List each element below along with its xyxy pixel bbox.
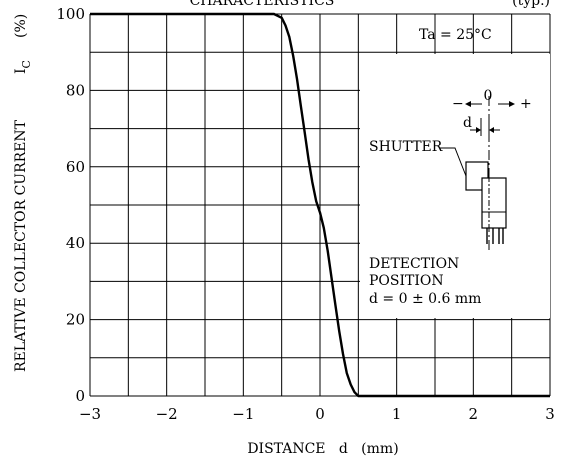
x-tick-label-1: −2 <box>156 405 178 423</box>
x-tick-label-0: −3 <box>79 405 101 423</box>
shutter-label: SHUTTER <box>369 139 443 155</box>
shutter-leader-line <box>440 147 467 177</box>
temperature-condition: Ta = 25°C <box>419 27 492 43</box>
x-tick-label-2: −1 <box>232 405 254 423</box>
y-tick-label-1: 20 <box>66 311 85 329</box>
d-arrowhead-right <box>489 127 494 133</box>
y-tick-label-4: 80 <box>66 81 85 99</box>
y-axis-symbol: IC <box>13 60 33 74</box>
series <box>90 12 550 398</box>
detection-position-line3: d = 0 ± 0.6 mm <box>369 291 481 307</box>
detection-position-line2: POSITION <box>369 273 444 289</box>
x-tick-label-6: 3 <box>545 405 555 423</box>
diagram-plus-sign: + <box>520 96 532 112</box>
inset-background <box>360 54 550 318</box>
chart-title-suffix: (typ.) <box>512 0 550 9</box>
x-tick-label-4: 1 <box>392 405 402 423</box>
y-tick-labels: 0 20 40 60 80 100 <box>56 5 85 405</box>
y-axis-unit: (%) <box>13 14 29 38</box>
x-tick-label-5: 2 <box>469 405 479 423</box>
d-arrowhead-left <box>476 127 481 133</box>
diagram-minus-sign: − <box>452 96 464 112</box>
y-tick-label-5: 100 <box>56 5 85 23</box>
detection-position-line1: DETECTION <box>369 256 459 272</box>
diagram-zero: 0 <box>484 88 493 104</box>
y-axis-label: RELATIVE COLLECTOR CURRENT <box>13 119 29 372</box>
minus-arrowhead <box>465 101 471 107</box>
chart-title: CHARACTERISTICS <box>190 0 335 9</box>
sensor-body <box>481 177 507 229</box>
y-tick-label-3: 60 <box>66 158 85 176</box>
x-tick-labels: −3 −2 −1 0 1 2 3 <box>79 405 555 423</box>
y-tick-label-2: 40 <box>66 234 85 252</box>
y-tick-label-0: 0 <box>75 387 85 405</box>
plus-arrowhead <box>509 101 515 107</box>
shutter-diagram: − 0 + d SHUTTER DETECTION POSITION d = 0… <box>369 88 532 307</box>
y-axis-label-text: RELATIVE COLLECTOR CURRENT <box>13 119 29 372</box>
diagram-d-label: d <box>463 115 472 131</box>
x-axis-label: DISTANCE d (mm) <box>247 441 398 457</box>
y-axis-symbol-sub: C <box>20 60 33 68</box>
y-axis-symbol-main: I <box>13 68 29 74</box>
x-tick-label-3: 0 <box>315 405 325 423</box>
series-line-0 <box>90 12 550 398</box>
